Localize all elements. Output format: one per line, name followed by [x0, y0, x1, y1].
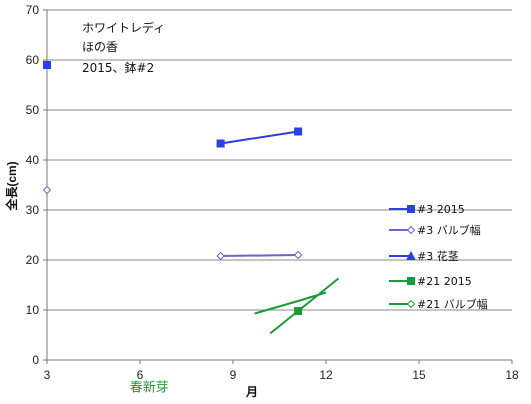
series-point	[42, 185, 52, 195]
x-axis-title: 月	[245, 385, 258, 399]
legend-label: #3 バルブ幅	[417, 223, 481, 237]
y-tick-label: 70	[26, 3, 40, 17]
series-point	[293, 250, 303, 260]
axes	[43, 9, 513, 364]
legend-item: #3 2015	[389, 203, 465, 216]
grid-lines	[47, 9, 512, 311]
series-point	[216, 139, 225, 148]
y-tick-label: 60	[26, 53, 40, 67]
series-line	[220, 254, 299, 257]
series-group	[254, 291, 327, 315]
tick-labels: 0 10 20 30 40 50 60 70 3 6 9 12 15 18	[26, 3, 519, 382]
x-tick-label: 18	[505, 368, 519, 382]
series-line	[220, 130, 299, 145]
x-tick-label: 3	[44, 368, 51, 382]
series-point	[294, 307, 303, 315]
legend-item: #3 花茎	[389, 250, 459, 263]
chart-title-line-2: ほの香	[82, 40, 118, 54]
x-tick-label: 9	[230, 368, 237, 382]
y-tick-label: 30	[26, 203, 40, 217]
chart-title-line-1: ホワイトレディ	[82, 20, 165, 35]
y-tick-label: 20	[26, 253, 40, 267]
series-point	[406, 250, 416, 260]
x-tick-label: 15	[412, 368, 426, 382]
chart-title-line-3: 2015、鉢#2	[82, 61, 154, 75]
annotation-label: 春新芽	[130, 380, 169, 396]
series-point	[406, 225, 416, 235]
legend-item: #21 2015	[389, 275, 472, 288]
legend-label: #21 2015	[417, 275, 472, 288]
series-point	[43, 61, 51, 69]
series-line	[269, 277, 340, 335]
y-tick-label: 40	[26, 153, 40, 167]
series-point	[407, 277, 415, 285]
y-tick-label: 50	[26, 103, 40, 117]
legend-label: #3 花茎	[417, 250, 459, 263]
series-point	[406, 299, 416, 309]
series-point	[294, 127, 303, 136]
series-group	[43, 61, 303, 148]
legend-label: #21 バルブ幅	[417, 297, 488, 311]
series-layer	[42, 61, 340, 335]
y-axis-title: 全長(cm)	[4, 161, 19, 211]
series-group	[42, 185, 303, 261]
legend-item: #3 バルブ幅	[389, 223, 481, 237]
series-point	[407, 205, 415, 213]
annotations: 春新芽	[130, 380, 169, 396]
x-tick-label: 12	[319, 368, 333, 382]
y-tick-label: 0	[32, 353, 39, 367]
series-group	[269, 277, 340, 335]
legend-item: #21 バルブ幅	[389, 297, 488, 311]
series-point	[216, 251, 225, 261]
x-tick-label: 6	[137, 368, 144, 382]
legend: #3 2015 #3 バルブ幅 #3 花茎 #21 2015 #21 バルブ幅	[389, 203, 488, 311]
y-tick-label: 10	[26, 303, 40, 317]
legend-label: #3 2015	[417, 203, 465, 216]
series-line	[254, 291, 327, 315]
